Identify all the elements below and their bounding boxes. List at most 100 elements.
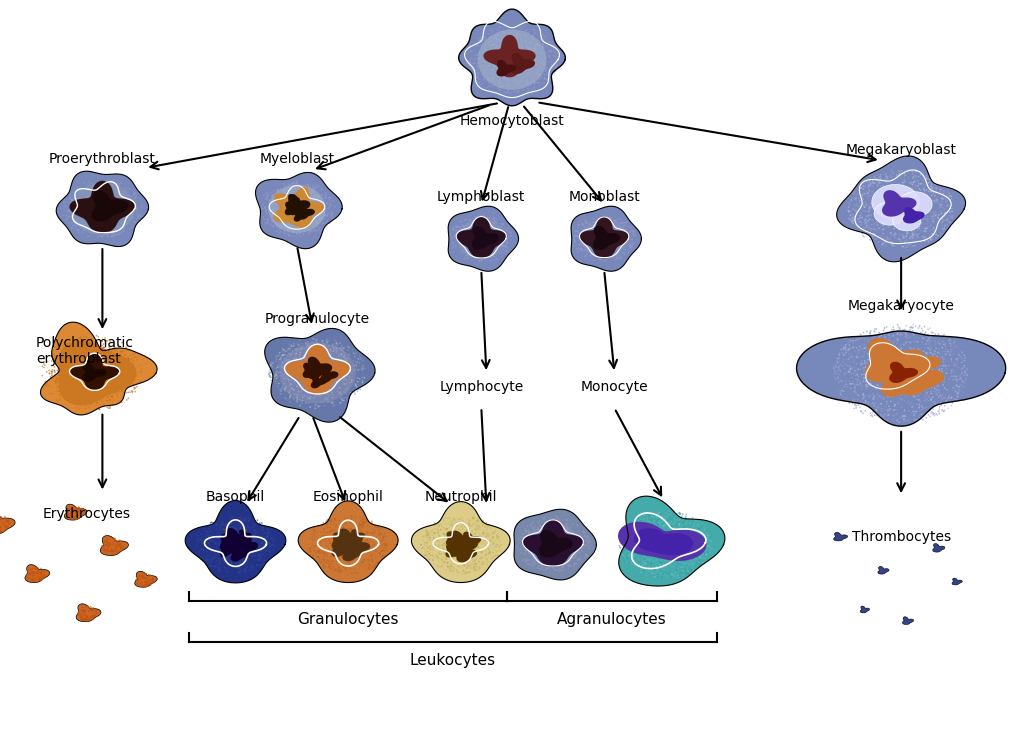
Point	[90, 191, 106, 203]
Point	[877, 409, 893, 421]
Point	[101, 352, 118, 364]
Point	[262, 360, 279, 372]
Point	[468, 236, 484, 248]
Point	[529, 55, 546, 67]
Point	[498, 246, 514, 258]
Point	[527, 25, 544, 37]
Point	[617, 542, 634, 554]
Point	[212, 521, 228, 533]
Point	[480, 244, 497, 256]
Point	[279, 201, 295, 213]
Point	[56, 210, 73, 222]
Point	[84, 372, 100, 384]
Point	[335, 545, 351, 557]
Point	[281, 214, 297, 226]
Point	[307, 385, 324, 397]
Point	[427, 551, 443, 563]
Point	[649, 565, 666, 577]
Point	[655, 572, 672, 584]
Point	[642, 526, 658, 538]
Point	[354, 361, 371, 373]
Point	[541, 45, 557, 57]
Point	[881, 373, 897, 385]
Point	[636, 549, 652, 561]
Point	[275, 179, 292, 191]
Point	[891, 365, 907, 377]
Point	[653, 555, 670, 567]
Point	[882, 195, 898, 207]
Point	[896, 168, 912, 180]
Point	[96, 345, 113, 357]
Point	[673, 545, 689, 557]
Point	[924, 178, 940, 190]
Point	[899, 387, 915, 399]
Point	[106, 205, 123, 217]
Point	[336, 351, 352, 363]
Point	[694, 533, 711, 545]
Point	[193, 551, 209, 563]
Point	[482, 548, 499, 560]
Point	[603, 233, 620, 245]
Point	[128, 198, 144, 210]
Point	[86, 345, 102, 357]
Point	[101, 198, 118, 210]
Point	[575, 524, 592, 536]
Point	[69, 341, 85, 353]
Point	[851, 196, 867, 208]
Point	[854, 332, 870, 344]
Point	[464, 237, 480, 249]
Point	[620, 536, 636, 548]
Point	[77, 606, 93, 618]
Point	[882, 195, 898, 207]
Point	[624, 551, 640, 562]
Point	[294, 389, 310, 401]
Point	[270, 220, 287, 232]
Point	[68, 201, 84, 213]
Point	[424, 542, 440, 554]
Point	[905, 176, 922, 188]
Point	[322, 383, 338, 395]
Point	[25, 562, 41, 574]
Point	[282, 392, 298, 404]
Point	[900, 389, 916, 401]
Point	[319, 396, 336, 408]
Point	[654, 560, 671, 572]
Point	[322, 217, 338, 229]
Point	[72, 199, 88, 211]
Point	[468, 531, 484, 543]
Point	[100, 545, 117, 557]
Point	[662, 548, 678, 560]
Polygon shape	[580, 216, 629, 258]
Point	[545, 515, 561, 527]
Point	[331, 351, 347, 363]
Point	[313, 519, 330, 531]
Point	[910, 322, 927, 334]
Point	[302, 366, 318, 378]
Point	[34, 574, 50, 586]
Point	[200, 550, 216, 562]
Point	[273, 368, 290, 380]
Point	[628, 229, 644, 241]
Point	[688, 553, 705, 565]
Point	[872, 383, 889, 395]
Point	[108, 221, 124, 233]
Point	[957, 367, 974, 379]
Point	[281, 187, 297, 199]
Point	[102, 375, 119, 387]
Point	[464, 231, 480, 243]
Point	[432, 524, 449, 536]
Point	[300, 180, 316, 192]
Point	[470, 251, 486, 263]
Point	[218, 535, 234, 547]
Point	[338, 516, 354, 528]
Point	[664, 560, 680, 571]
Point	[891, 362, 907, 374]
Point	[847, 379, 863, 391]
Point	[663, 537, 679, 549]
Point	[318, 527, 335, 539]
Point	[538, 563, 554, 575]
Point	[896, 372, 912, 384]
Point	[909, 175, 926, 187]
Point	[58, 358, 75, 370]
Point	[515, 63, 531, 75]
